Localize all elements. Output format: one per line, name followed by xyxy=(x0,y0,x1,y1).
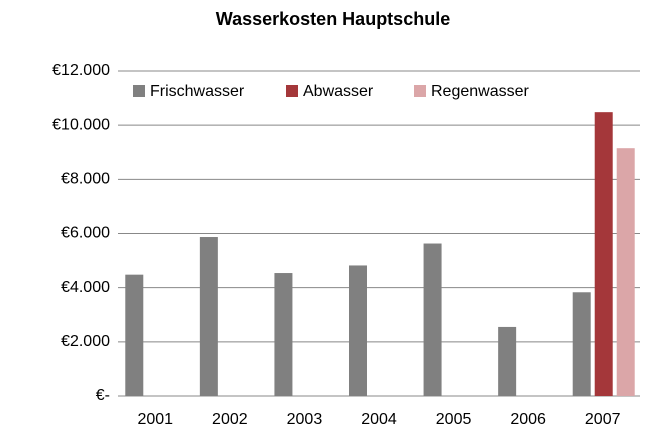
x-tick-label: 2006 xyxy=(510,411,546,428)
bar xyxy=(125,274,144,396)
bar xyxy=(572,292,591,396)
legend-label: Frischwasser xyxy=(150,83,245,100)
y-tick-label: €10.000 xyxy=(52,116,110,133)
legend-label: Abwasser xyxy=(303,83,374,100)
y-tick-label: €8.000 xyxy=(61,171,110,188)
x-tick-label: 2007 xyxy=(585,411,621,428)
x-tick-label: 2003 xyxy=(287,411,323,428)
bar xyxy=(423,243,442,396)
chart-title: Wasserkosten Hauptschule xyxy=(216,9,450,29)
x-tick-label: 2004 xyxy=(361,411,397,428)
legend-label: Regenwasser xyxy=(431,83,530,100)
legend-swatch xyxy=(133,85,145,97)
bar xyxy=(616,148,635,396)
bar xyxy=(594,112,613,397)
y-tick-label: €6.000 xyxy=(61,225,110,242)
y-tick-label: €4.000 xyxy=(61,279,110,296)
bar xyxy=(349,265,367,396)
bar xyxy=(498,326,517,396)
x-tick-label: 2005 xyxy=(436,411,472,428)
bar xyxy=(274,273,293,396)
x-tick-label: 2002 xyxy=(212,411,248,428)
x-tick-label: 2001 xyxy=(137,411,173,428)
legend-swatch xyxy=(414,85,426,97)
y-tick-label: €- xyxy=(96,387,110,404)
bar xyxy=(199,237,218,396)
y-tick-label: €2.000 xyxy=(61,333,110,350)
y-tick-label: €12.000 xyxy=(52,62,110,79)
legend-swatch xyxy=(286,85,298,97)
